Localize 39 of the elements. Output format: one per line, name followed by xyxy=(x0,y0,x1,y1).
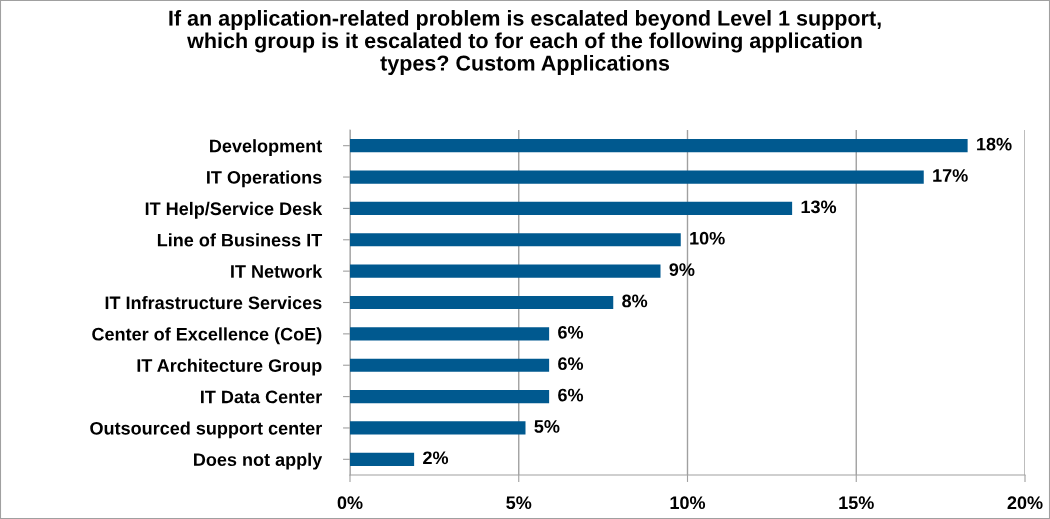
bar xyxy=(350,170,924,184)
data-label: 13% xyxy=(801,200,837,214)
bar xyxy=(350,139,968,153)
y-tick-label: IT Network xyxy=(231,264,323,278)
y-tick-label: Development xyxy=(210,139,323,156)
data-label: 6% xyxy=(558,357,584,371)
bar xyxy=(350,452,415,466)
data-label: 6% xyxy=(558,325,584,339)
data-label: 10% xyxy=(690,231,725,245)
data-label: 6% xyxy=(558,388,584,402)
bar xyxy=(350,295,614,310)
x-tick-label: 10% xyxy=(670,496,706,510)
y-tick-label: IT Data Center xyxy=(201,390,322,404)
bar xyxy=(350,390,550,404)
chart-title: If an application-related problem is escalated beyond Level 1 support, which group is it escalated to for each of the following application types? Custom Applications xyxy=(169,10,881,75)
data-label: 9% xyxy=(669,263,695,276)
y-tick-label: Does not apply xyxy=(194,452,323,470)
y-tick-label: IT Operations xyxy=(207,170,322,188)
data-label: 5% xyxy=(534,420,560,433)
y-tick-label: Center of Excellence (CoE) xyxy=(92,327,322,345)
y-tick-label: Outsourced support center xyxy=(90,421,322,439)
x-tick-label: 5% xyxy=(506,496,532,510)
x-tick-label: 20% xyxy=(1007,496,1043,510)
data-label: 17% xyxy=(933,169,968,182)
y-tick-label: IT Infrastructure Services xyxy=(105,295,322,310)
bar xyxy=(350,201,793,215)
bar xyxy=(350,421,526,435)
y-tick-label: Line of Business IT xyxy=(157,233,323,247)
x-tick-label: 0% xyxy=(337,496,363,510)
bar xyxy=(350,233,681,247)
data-label: 8% xyxy=(622,294,648,308)
y-tick-label: IT Help/Service Desk xyxy=(145,201,323,219)
data-label: 18% xyxy=(977,137,1012,151)
bar xyxy=(350,327,550,341)
y-tick-label: IT Architecture Group xyxy=(137,358,322,376)
bar xyxy=(350,264,661,278)
bar xyxy=(350,358,550,372)
x-tick-label: 15% xyxy=(839,496,874,510)
data-label: 2% xyxy=(423,451,449,465)
